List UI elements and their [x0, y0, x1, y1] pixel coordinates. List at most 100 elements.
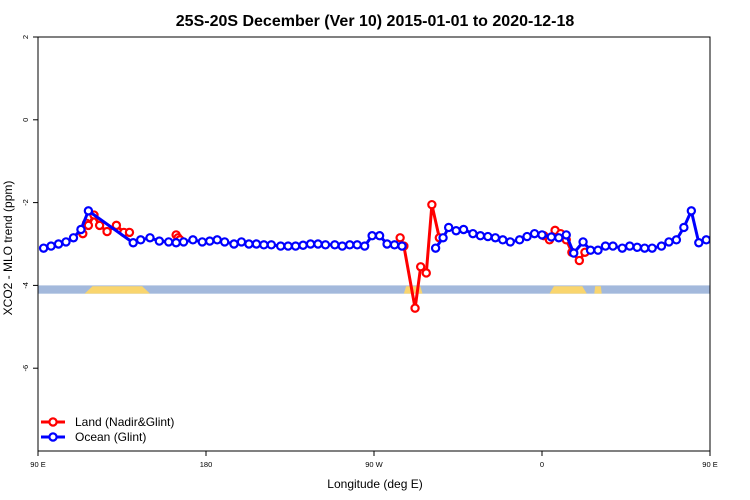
data-point: [483, 231, 493, 242]
data-point: [53, 239, 64, 249]
data-point: [632, 242, 642, 253]
data-point: [219, 237, 230, 247]
data-point: [529, 228, 540, 239]
data-point: [111, 220, 122, 231]
data-point: [128, 238, 138, 248]
ocean-strip: [38, 285, 710, 294]
data-point: [124, 227, 135, 238]
data-point: [298, 240, 308, 250]
y-axis: 2 0 -2 -4 -6: [21, 35, 38, 372]
data-point: [283, 241, 293, 251]
y-tick-label: 2: [21, 35, 30, 39]
data-point: [188, 235, 198, 245]
data-point: [330, 240, 340, 250]
data-point: [251, 239, 262, 249]
land-patch: [549, 286, 587, 294]
data-point: [585, 245, 596, 255]
y-tick-label: -6: [21, 365, 30, 372]
data-point: [647, 243, 657, 253]
data-point: [625, 241, 635, 251]
legend-label: Ocean (Glint): [75, 430, 146, 444]
data-point: [313, 239, 323, 249]
data-point: [102, 226, 112, 237]
data-point: [608, 241, 618, 251]
data-point: [664, 237, 674, 247]
data-point: [83, 206, 94, 216]
data-point: [671, 235, 682, 245]
series-land: [78, 199, 590, 313]
data-point: [76, 224, 86, 235]
data-point: [415, 262, 426, 272]
land-patch: [84, 286, 150, 294]
data-point: [718, 238, 725, 245]
data-point: [701, 235, 710, 245]
data-point: [382, 239, 392, 249]
data-point: [61, 237, 71, 247]
data-point: [679, 222, 689, 233]
data-point: [686, 206, 697, 216]
y-tick-label: 0: [21, 118, 30, 122]
data-point: [352, 240, 362, 250]
data-point: [617, 243, 627, 253]
data-point: [197, 237, 207, 247]
x-tick-label: 90 E: [702, 460, 717, 469]
data-point: [458, 224, 469, 235]
data-point: [266, 240, 277, 250]
data-point: [430, 243, 441, 253]
data-point: [569, 248, 579, 258]
chart-title: 25S-20S December (Ver 10) 2015-01-01 to …: [176, 13, 575, 30]
data-point: [498, 235, 508, 245]
x-tick-label: 90 E: [30, 460, 45, 469]
data-point: [178, 237, 189, 247]
data-point: [229, 239, 239, 249]
data-point: [537, 230, 547, 240]
data-point: [94, 220, 105, 231]
data-point: [46, 241, 56, 251]
data-point: [154, 236, 165, 246]
x-tick-label: 0: [540, 460, 544, 469]
data-point: [546, 232, 557, 242]
data-point: [389, 240, 400, 250]
data-point: [259, 240, 269, 250]
data-point: [68, 233, 79, 243]
data-point: [320, 240, 331, 250]
data-point: [451, 226, 461, 236]
y-tick-label: -2: [21, 199, 30, 206]
data-point: [171, 238, 181, 248]
data-point: [359, 241, 370, 251]
y-tick-label: -4: [21, 282, 30, 289]
data-point: [593, 245, 603, 255]
data-point: [427, 199, 437, 210]
data-point: [574, 255, 585, 266]
data-point: [505, 237, 515, 247]
series-layer: [38, 199, 725, 313]
legend-swatch-marker: [48, 432, 58, 442]
data-point: [522, 231, 532, 242]
data-point: [145, 233, 155, 243]
x-axis: 90 E 180 90 W 0 90 E: [30, 451, 718, 469]
data-point: [438, 233, 448, 243]
data-point: [135, 235, 146, 245]
data-point: [38, 243, 49, 253]
data-point: [656, 241, 667, 251]
data-point: [600, 241, 611, 251]
data-point: [709, 234, 710, 241]
land-patch: [594, 286, 602, 294]
data-point: [83, 220, 94, 231]
data-point: [475, 231, 486, 241]
legend-swatch-marker: [48, 417, 58, 427]
data-point: [561, 230, 571, 240]
data-point: [639, 243, 650, 253]
data-point: [554, 233, 564, 243]
series-ocean: [38, 206, 725, 258]
data-point: [367, 231, 377, 241]
x-tick-label: 90 W: [365, 460, 383, 469]
data-point: [290, 241, 301, 251]
data-point: [244, 239, 254, 249]
data-point: [212, 235, 222, 245]
data-point: [275, 241, 286, 251]
data-point: [468, 228, 478, 239]
legend: Land (Nadir&Glint)Ocean (Glint): [41, 415, 174, 444]
data-point: [410, 303, 420, 313]
data-point: [163, 237, 174, 247]
